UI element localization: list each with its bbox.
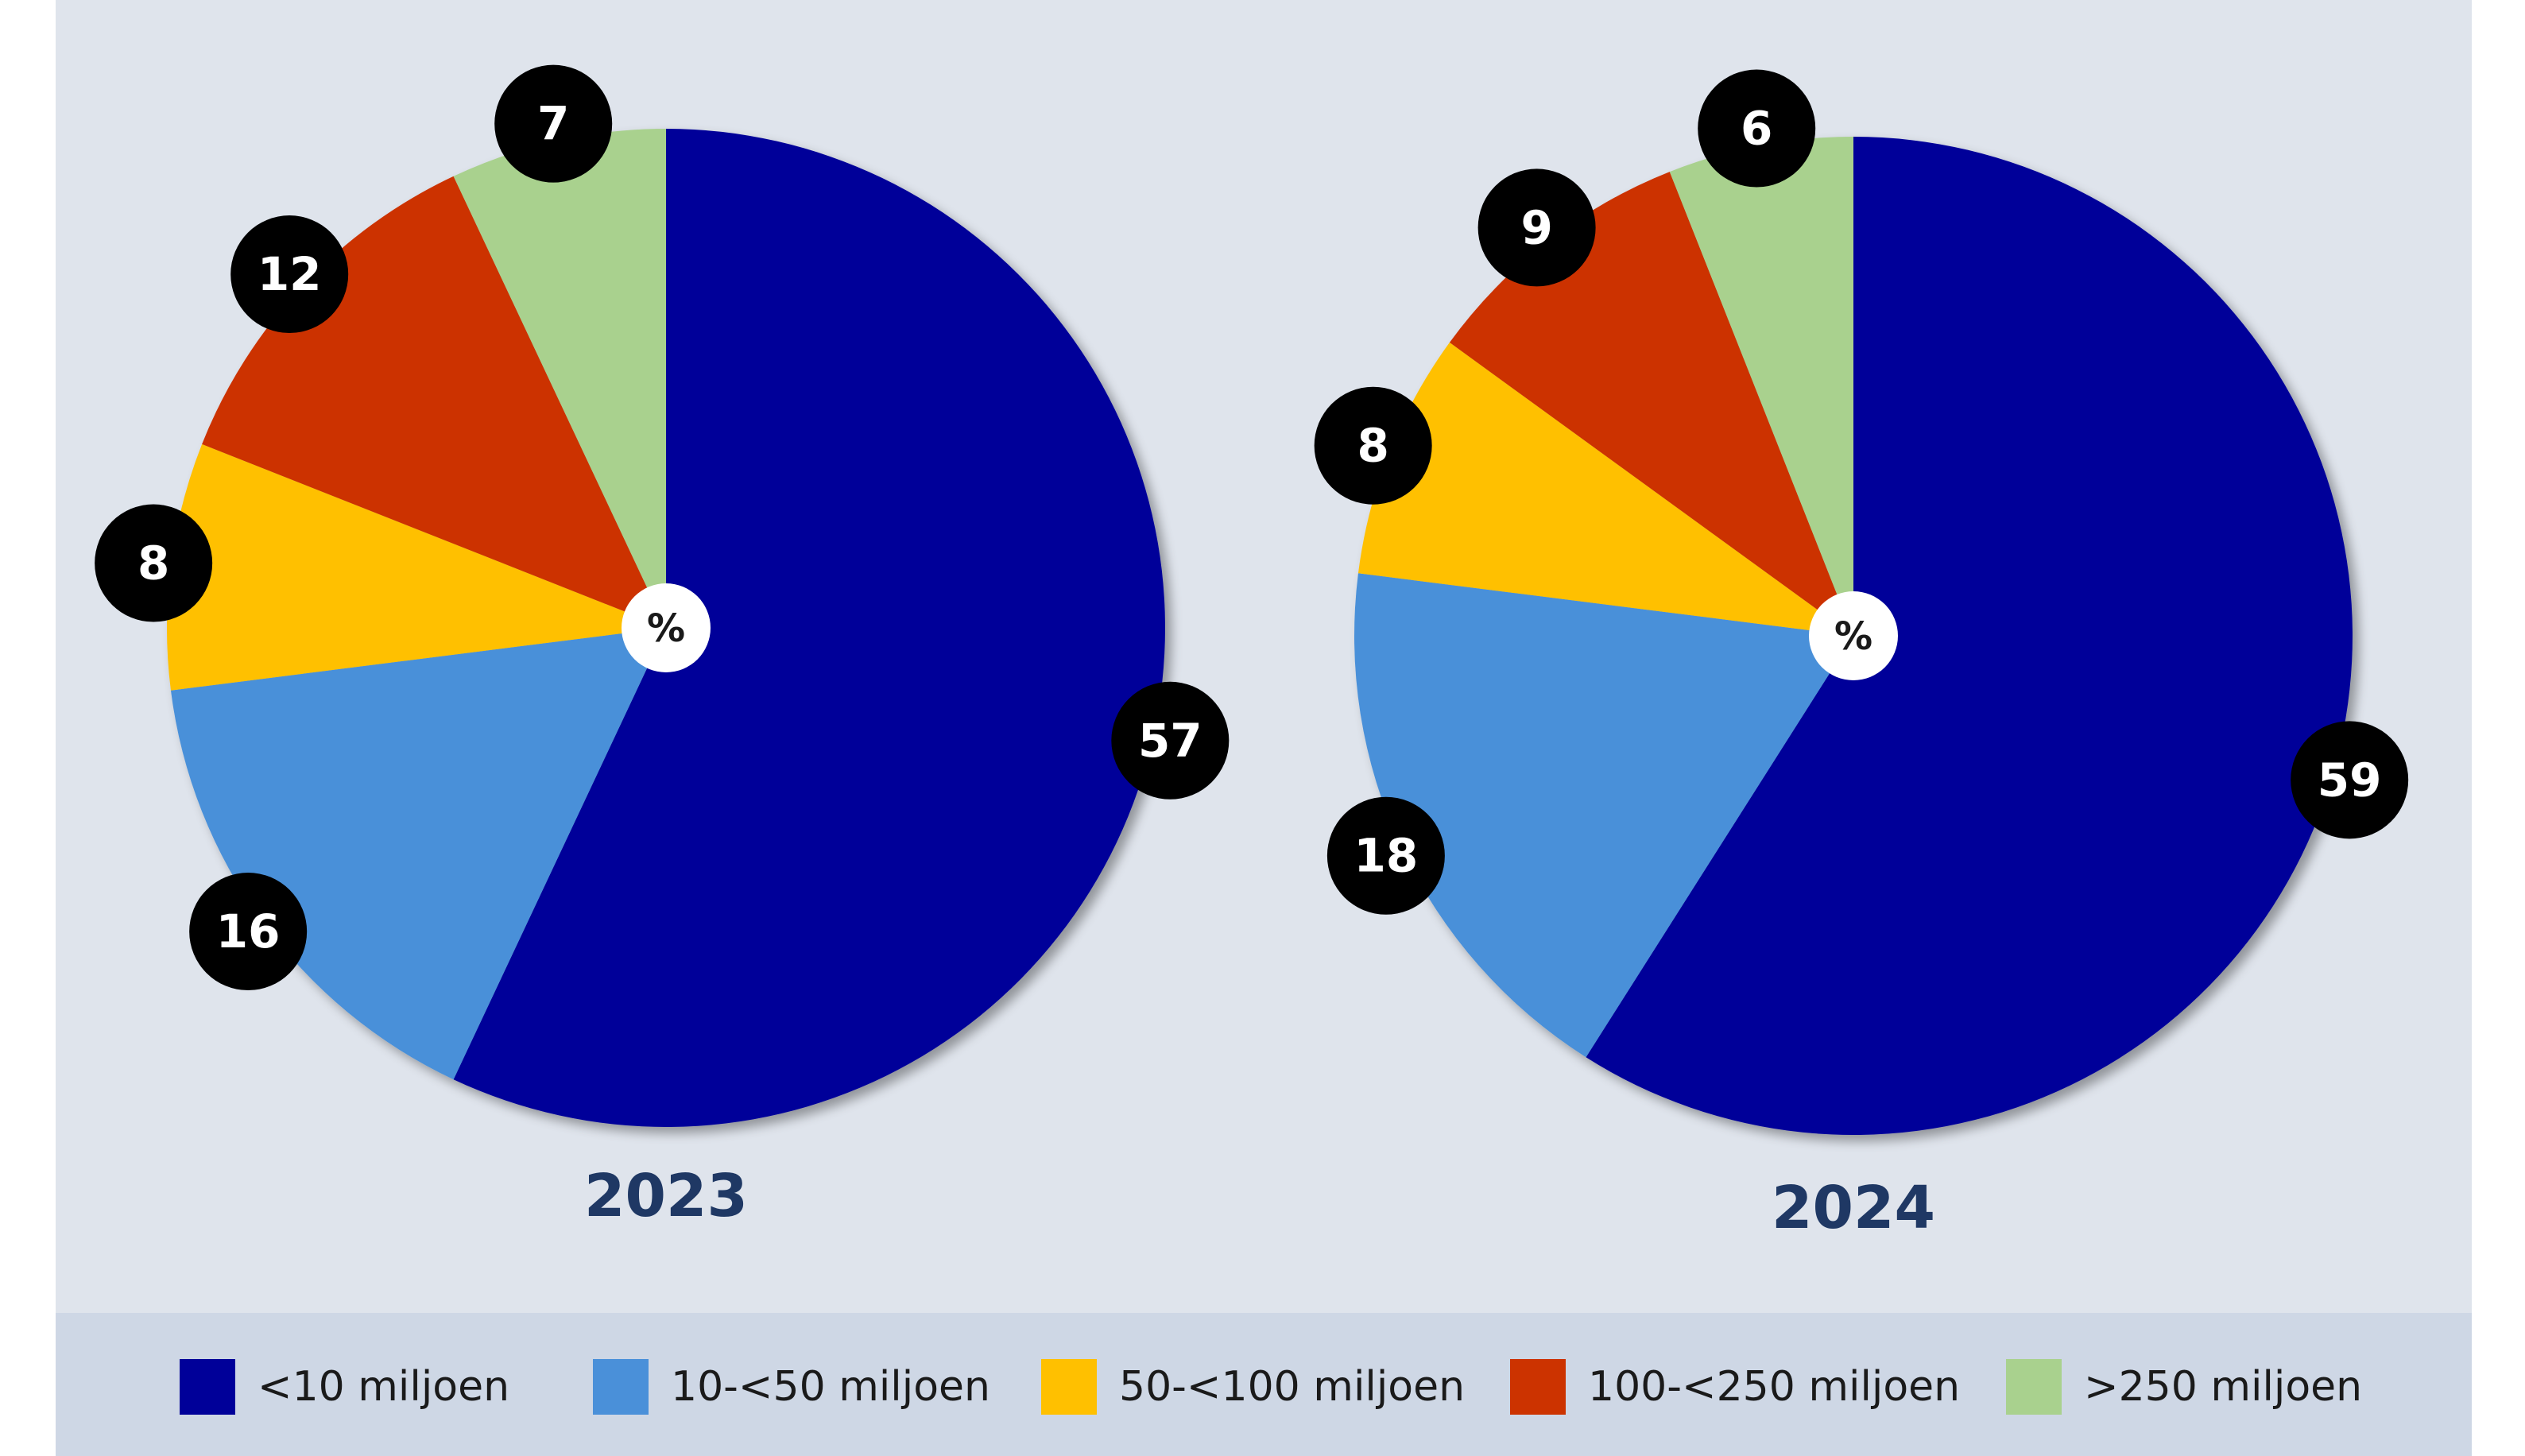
- data-label-text: 18: [1354, 829, 1419, 883]
- pie-slice-5: [453, 129, 666, 628]
- data-label-2: 16: [189, 873, 308, 991]
- data-label-bubble: [230, 215, 349, 334]
- data-label-3: 8: [1314, 386, 1432, 505]
- data-label-bubble: [1477, 168, 1596, 287]
- pie-labels: 57 16 8 12 7: [95, 64, 1230, 991]
- data-label-text: 12: [258, 247, 322, 301]
- data-label-4: 12: [230, 215, 349, 334]
- legend-swatch: [180, 1359, 235, 1415]
- data-label-bubble: [1314, 386, 1432, 505]
- legend-background: [56, 1313, 2472, 1456]
- legend-item-2: 10-<50 miljoen: [593, 1359, 990, 1415]
- data-label-3: 8: [95, 504, 213, 622]
- legend-label: 100-<250 miljoen: [1588, 1363, 1960, 1411]
- legend-label: 50-<100 miljoen: [1119, 1363, 1465, 1411]
- center-text: %: [647, 606, 685, 651]
- center-bubble: [1809, 591, 1898, 680]
- center-unit-label: %: [622, 583, 711, 672]
- data-label-bubble: [1111, 681, 1230, 800]
- legend-swatch: [1041, 1359, 1097, 1415]
- data-label-bubble: [1326, 796, 1445, 915]
- legend: <10 miljoen 10-<50 miljoen 50-<100 miljoen…: [180, 1359, 2362, 1415]
- pie-slice-2: [170, 628, 666, 1080]
- data-label-1: 57: [1111, 681, 1230, 800]
- legend-swatch: [1510, 1359, 1566, 1415]
- pie-slice-5: [1669, 137, 1853, 636]
- data-label-bubble: [189, 873, 308, 991]
- legend-item-5: >250 miljoen: [2006, 1359, 2362, 1415]
- legend-swatch: [2006, 1359, 2062, 1415]
- center-text: %: [1834, 614, 1872, 659]
- legend-label: <10 miljoen: [258, 1363, 509, 1411]
- legend-item-3: 50-<100 miljoen: [1041, 1359, 1465, 1415]
- legend-swatch: [593, 1359, 649, 1415]
- data-label-bubble: [2291, 721, 2409, 839]
- data-label-1: 59: [2291, 721, 2409, 839]
- pie-slice-3: [167, 443, 667, 691]
- legend-item-1: <10 miljoen: [180, 1359, 509, 1415]
- data-label-text: 9: [1520, 200, 1552, 254]
- legend-label: 10-<50 miljoen: [671, 1363, 990, 1411]
- data-label-text: 6: [1741, 102, 1772, 156]
- data-label-text: 8: [137, 536, 169, 591]
- center-bubble: [622, 583, 711, 672]
- center-unit-label: %: [1809, 591, 1898, 680]
- data-label-text: 16: [216, 904, 281, 958]
- data-label-4: 9: [1477, 168, 1596, 287]
- data-label-bubble: [494, 64, 613, 183]
- data-label-5: 6: [1698, 69, 1816, 188]
- data-label-bubble: [1698, 69, 1816, 188]
- legend-label: >250 miljoen: [2084, 1363, 2362, 1411]
- chart-title: 2024: [1772, 1174, 1935, 1242]
- pie-slice-2: [1354, 573, 1853, 1058]
- pie-slice-1: [1586, 137, 2353, 1135]
- data-label-text: 8: [1357, 419, 1388, 473]
- pie-slice-1: [453, 129, 1165, 1127]
- data-label-text: 7: [537, 97, 569, 151]
- data-label-5: 7: [494, 64, 613, 183]
- pie-chart-1: 57 16 8 12 7% 2023: [95, 64, 1230, 1230]
- data-label-text: 59: [2318, 753, 2382, 807]
- chart-title: 2023: [584, 1162, 748, 1230]
- legend-item-4: 100-<250 miljoen: [1510, 1359, 1960, 1415]
- data-label-bubble: [95, 504, 213, 622]
- pie-labels: 59 18 8 9 6: [1314, 69, 2409, 915]
- pie-slices: [1354, 137, 2353, 1135]
- pie-slice-3: [1357, 342, 1853, 636]
- data-label-text: 57: [1138, 714, 1202, 768]
- data-label-2: 18: [1326, 796, 1445, 915]
- pie-slice-4: [1449, 172, 1853, 637]
- pie-chart-2: 59 18 8 9 6% 2024: [1314, 69, 2409, 1242]
